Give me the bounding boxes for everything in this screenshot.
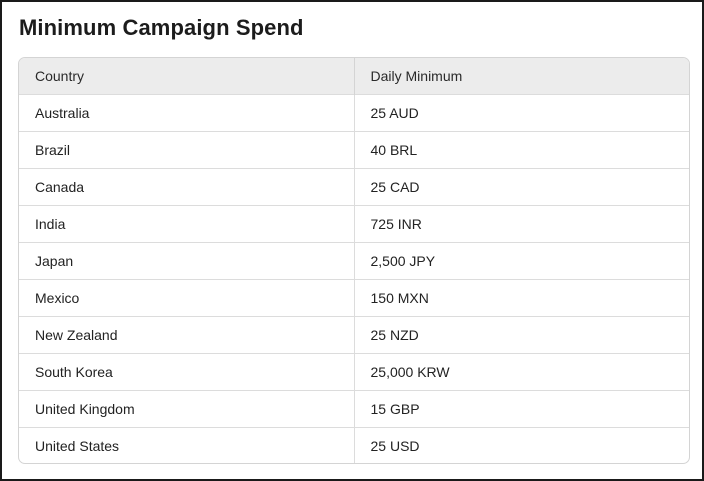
table-row: United Kingdom 15 GBP [19,390,689,427]
daily-minimum-cell: 40 BRL [370,141,418,158]
table-row: Brazil 40 BRL [19,131,689,168]
country-cell: Canada [19,168,355,205]
country-cell: Japan [19,242,355,279]
table-row: Japan 2,500 JPY [19,242,689,279]
daily-minimum-cell: 25 CAD [370,178,420,195]
daily-minimum-cell: 150 MXN [370,289,429,306]
table-row: Australia 25 AUD [19,94,689,131]
table-row: New Zealand 25 NZD [19,316,689,353]
country-cell: Mexico [19,279,355,316]
daily-minimum-cell: 15 GBP [370,400,420,417]
country-cell: India [19,205,355,242]
table-row: United States 25 USD [19,427,689,463]
daily-minimum-cell: 25 USD [370,437,420,454]
spend-table-container: Country Daily Minimum Australia 25 AUD B… [18,57,690,464]
header-row: Country Daily Minimum [19,58,689,94]
column-header-daily-minimum: Daily Minimum [370,67,463,84]
daily-minimum-cell: 25 AUD [370,104,419,121]
daily-minimum-cell: 725 INR [370,215,422,232]
country-cell: Brazil [19,131,355,168]
table-row: South Korea 25,000 KRW [19,353,689,390]
table-row: Mexico 150 MXN [19,279,689,316]
table-row: Canada 25 CAD [19,168,689,205]
country-cell: United Kingdom [19,390,355,427]
table-body: Australia 25 AUD Brazil 40 BRL Canada 25… [19,94,689,463]
daily-minimum-cell: 2,500 JPY [370,252,436,269]
country-cell: New Zealand [19,316,355,353]
page-title: Minimum Campaign Spend [19,15,304,40]
table-header: Country Daily Minimum [19,58,689,94]
column-header-country: Country [19,58,355,94]
country-cell: South Korea [19,353,355,390]
daily-minimum-cell: 25 NZD [370,326,419,343]
country-cell: Australia [19,94,355,131]
spend-table: Country Daily Minimum Australia 25 AUD B… [19,58,689,463]
table-row: India 725 INR [19,205,689,242]
daily-minimum-cell: 25,000 KRW [370,363,450,380]
country-cell: United States [19,427,355,463]
